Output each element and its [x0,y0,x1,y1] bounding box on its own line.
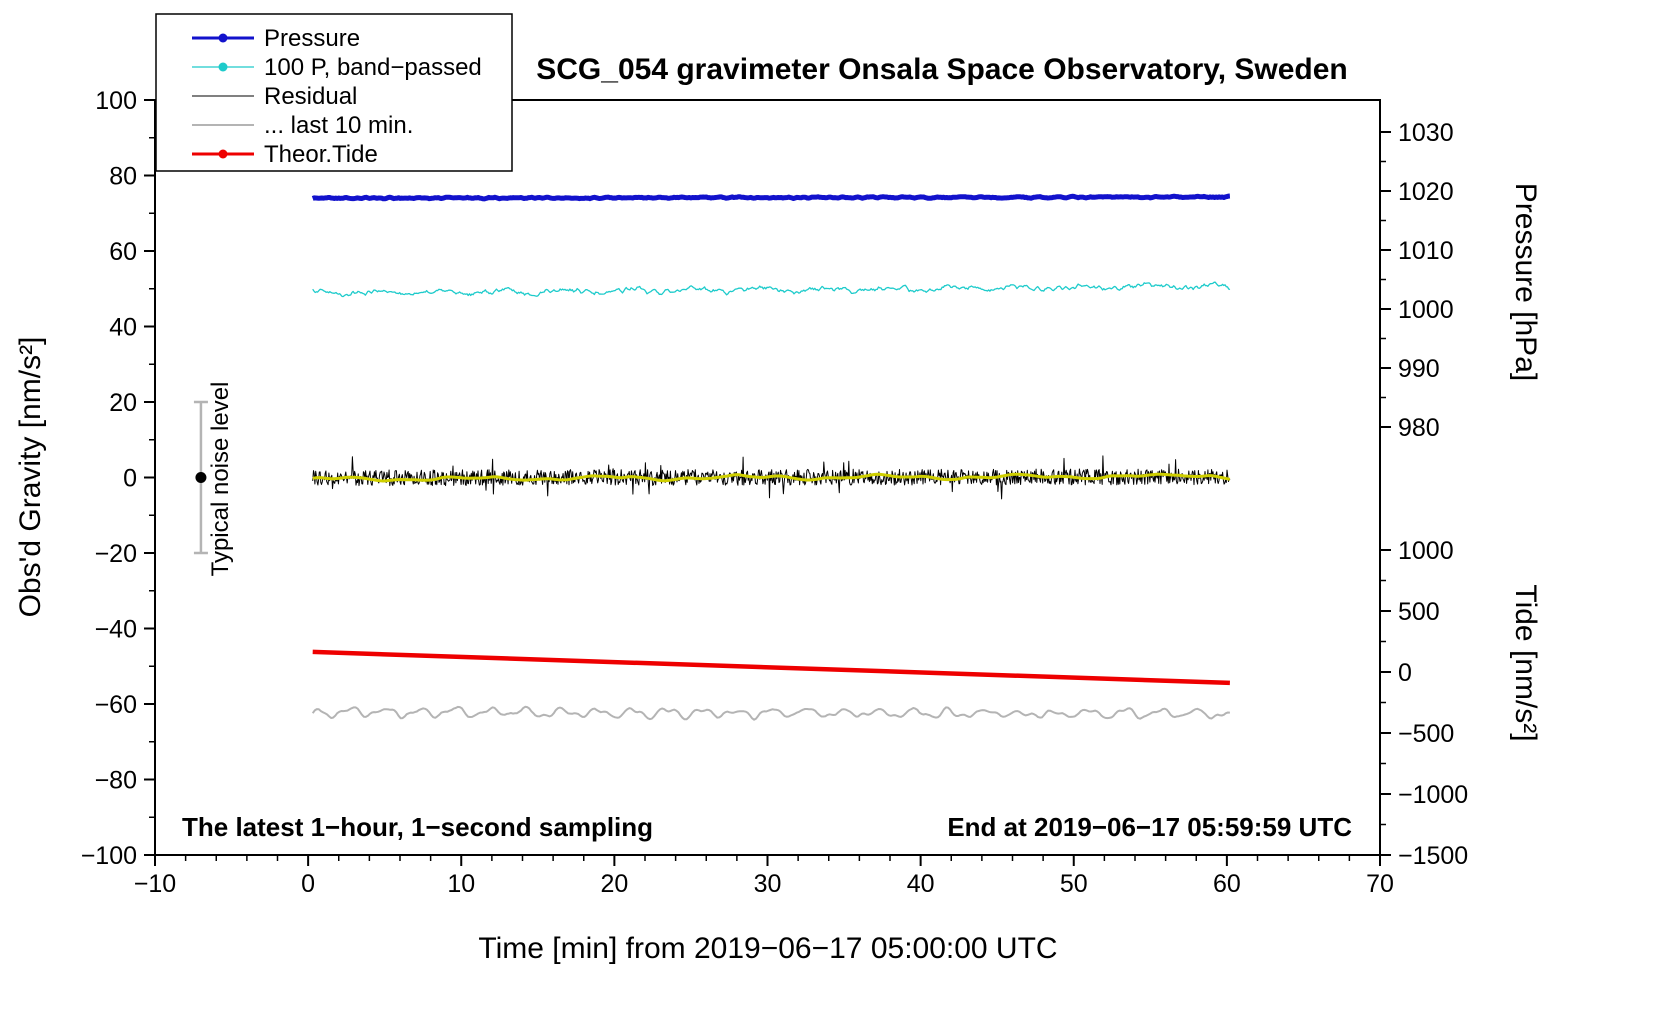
legend-label-band-passed-pressure: 100 P, band−passed [264,54,482,81]
x-tick-label: −10 [134,870,176,898]
legend-item-theor-tide: Theor.Tide [192,141,378,168]
y-left-tick-label: 60 [109,238,137,266]
pressure-axis-label: Pressure [hPa] [1509,183,1542,381]
y-left-tick-label: −40 [95,616,137,644]
pressure-tick-label: 1010 [1398,237,1454,265]
y-left-tick-label: −80 [95,767,137,795]
x-axis-label: Time [min] from 2019−06−17 05:00:00 UTC [478,932,1057,965]
legend-label-pressure: Pressure [264,25,360,52]
noise-level-label: Typical noise level [207,382,234,577]
y-left-axis-label: Obs'd Gravity [nm/s²] [14,337,47,618]
tide-tick-label: 500 [1398,598,1440,626]
legend-box [155,13,513,172]
annotation-end-time: End at 2019−06−17 05:59:59 UTC [947,812,1352,842]
y-left-tick-label: 80 [109,163,137,191]
legend-item-residual: Residual [192,83,357,110]
pressure-tick-label: 1020 [1398,178,1454,206]
y-left-tick-label: 20 [109,389,137,417]
legend-marker-pressure [218,33,228,43]
axes-layer: −10 0 10 20 30 40 50 60 70−100−80−60−40−20020406… [81,87,1469,898]
tide-tick-label: −500 [1398,720,1454,748]
legend-item-pressure: Pressure [192,25,360,52]
noise-level-dot [195,472,207,483]
tide-axis-label: Tide [nm/s²] [1509,584,1542,741]
y-left-tick-label: 40 [109,314,137,342]
legend-item-band-passed-pressure: 100 P, band−passed [192,54,482,81]
x-tick-label: 70 [1366,870,1394,898]
y-left-tick-label: −20 [95,540,137,568]
pressure-tick-label: 990 [1398,355,1440,383]
y-left-tick-label: 100 [95,87,137,115]
y-left-tick-label: 0 [123,465,137,493]
legend-label-residual: Residual [264,83,357,110]
legend-label-last-10-min: ... last 10 min. [264,112,413,139]
x-tick-label: 60 [1213,870,1241,898]
series-pressure [311,193,1231,202]
y-left-tick-label: −60 [95,691,137,719]
tide-tick-label: 1000 [1398,537,1454,565]
series-last-10-min [311,705,1230,721]
x-tick-label: 10 [447,870,475,898]
x-tick-label: 30 [754,870,782,898]
series-band-passed-pressure [312,281,1231,298]
legend-marker-theor-tide [218,149,228,159]
x-tick-label: 40 [907,870,935,898]
x-tick-label: 50 [1060,870,1088,898]
x-tick-label: 20 [600,870,628,898]
pressure-tick-label: 1030 [1398,119,1454,147]
tide-tick-label: −1000 [1398,781,1468,809]
series-layer [311,193,1231,721]
series-theor-tide [312,649,1230,686]
pressure-tick-label: 980 [1398,414,1440,442]
x-tick-label: 0 [301,870,315,898]
tide-tick-label: 0 [1398,659,1412,687]
annotation-sampling: The latest 1−hour, 1−second sampling [182,812,653,842]
pressure-tick-label: 1000 [1398,296,1454,324]
y-left-tick-label: −100 [81,842,137,870]
legend-label-theor-tide: Theor.Tide [264,141,378,168]
noise-level-errorbar [193,400,208,555]
legend-marker-band-passed-pressure [218,62,228,72]
legend-item-last-10-min: ... last 10 min. [192,112,413,139]
series-residual-smoothed [312,472,1231,483]
chart-title: SCG_054 gravimeter Onsala Space Observat… [536,53,1348,86]
tide-tick-label: −1500 [1398,842,1468,870]
